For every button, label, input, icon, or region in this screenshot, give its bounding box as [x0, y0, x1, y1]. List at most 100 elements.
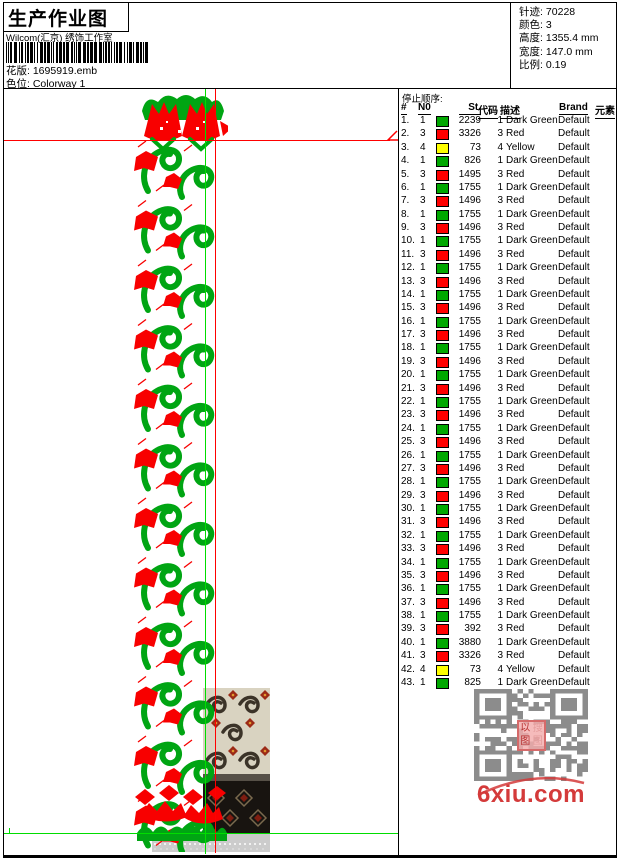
- cell-stitches: 1755: [458, 556, 481, 568]
- thread-color-swatch: [436, 142, 449, 154]
- cell-brand: Default: [558, 329, 590, 341]
- cell-number: 34.: [401, 556, 415, 568]
- cell-brand: Default: [558, 382, 590, 394]
- cell-needle: 1: [420, 422, 426, 434]
- stop-sequence-row: 12. 1 1755 1 Dark Green Default: [399, 262, 617, 275]
- cell-number: 27.: [401, 462, 415, 474]
- stop-sequence-row: 20. 1 1755 1 Dark Green Default: [399, 369, 617, 382]
- cell-stitches: 2239: [458, 115, 481, 126]
- cell-description: Dark Green: [506, 583, 558, 595]
- stitch-design-preview: [128, 95, 228, 852]
- cell-number: 35.: [401, 569, 415, 581]
- cell-number: 28.: [401, 476, 415, 488]
- thread-color-swatch: [436, 370, 449, 382]
- cell-stitches: 1496: [458, 248, 481, 260]
- stop-sequence-row: 26. 1 1755 1 Dark Green Default: [399, 450, 617, 463]
- cell-brand: Default: [558, 302, 590, 314]
- cell-stitches: 1755: [458, 342, 481, 354]
- thread-color-swatch: [436, 423, 449, 435]
- height-value: 1355.4 mm: [545, 32, 599, 45]
- cell-stitches: 1755: [458, 395, 481, 407]
- cell-number: 36.: [401, 583, 415, 595]
- thread-color-swatch: [436, 289, 449, 301]
- stop-sequence-row: 2. 3 3326 3 Red Default: [399, 128, 617, 141]
- cell-stitches: 1755: [458, 476, 481, 488]
- cell-stitches: 1755: [458, 449, 481, 461]
- cell-brand: Default: [558, 503, 590, 515]
- header-divider: [3, 88, 616, 89]
- cell-stitches: 1496: [458, 462, 481, 474]
- cell-description: Dark Green: [506, 610, 558, 622]
- stop-sequence-row: 39. 3 392 3 Red Default: [399, 623, 617, 636]
- cell-number: 32.: [401, 529, 415, 541]
- cell-number: 14.: [401, 288, 415, 300]
- cell-needle: 1: [420, 235, 426, 247]
- cell-code: 3: [497, 355, 503, 367]
- stitch-count-value: 70228: [545, 6, 576, 18]
- cell-needle: 3: [420, 382, 426, 394]
- cell-description: Red: [506, 409, 525, 421]
- cell-number: 26.: [401, 449, 415, 461]
- cell-stitches: 1496: [458, 409, 481, 421]
- cell-stitches: 1496: [458, 195, 481, 207]
- cell-stitches: 73: [469, 141, 481, 153]
- cell-number: 18.: [401, 342, 415, 354]
- cell-description: Yellow: [506, 663, 535, 675]
- cell-brand: Default: [558, 636, 590, 648]
- cell-code: 3: [497, 516, 503, 528]
- col-header-description: 描述: [500, 102, 520, 119]
- cell-code: 1: [497, 155, 503, 167]
- cell-number: 41.: [401, 650, 415, 662]
- thread-color-swatch: [436, 196, 449, 208]
- thread-color-swatch: [436, 584, 449, 596]
- stop-sequence-row: 16. 1 1755 1 Dark Green Default: [399, 316, 617, 329]
- site-logo: 6xiu.com: [476, 781, 586, 808]
- cell-stitches: 1755: [458, 181, 481, 193]
- design-top-flower-cluster: [142, 95, 228, 152]
- cell-number: 31.: [401, 516, 415, 528]
- stop-sequence-title: 停止顺序:: [402, 94, 443, 105]
- cell-needle: 1: [420, 315, 426, 327]
- barcode: [6, 42, 148, 63]
- stop-sequence-row: 40. 1 3880 1 Dark Green Default: [399, 637, 617, 650]
- cell-description: Red: [506, 195, 525, 207]
- thread-color-swatch: [436, 303, 449, 315]
- cell-stitches: 826: [464, 155, 481, 167]
- cell-code: 1: [497, 181, 503, 193]
- scale-value: 0.19: [545, 58, 567, 71]
- cell-number: 20.: [401, 369, 415, 381]
- height-row: 高度: 1355.4 mm: [519, 32, 598, 45]
- cell-brand: Default: [558, 476, 590, 488]
- cell-brand: Default: [558, 663, 590, 675]
- thread-color-swatch: [436, 356, 449, 368]
- cell-code: 3: [497, 436, 503, 448]
- thread-color-swatch: [436, 677, 449, 689]
- cell-number: 30.: [401, 503, 415, 515]
- qr-stamp: 以 搜 图 图: [517, 720, 546, 751]
- cell-needle: 3: [420, 596, 426, 608]
- width-value: 147.0 mm: [545, 45, 593, 58]
- table-vertical-divider: [398, 88, 399, 855]
- cell-brand: Default: [558, 128, 590, 140]
- cell-description: Red: [506, 489, 525, 501]
- cell-number: 7.: [401, 195, 410, 207]
- cell-brand: Default: [558, 529, 590, 541]
- cell-code: 1: [497, 676, 503, 688]
- color-count-label: 颜色:: [519, 19, 543, 32]
- cell-description: Dark Green: [506, 369, 558, 381]
- cell-code: 1: [497, 583, 503, 595]
- col-header-needle: N0: [418, 102, 431, 115]
- thread-color-swatch: [436, 276, 449, 288]
- cell-needle: 1: [420, 395, 426, 407]
- stamp-char: 以: [520, 722, 531, 734]
- cell-code: 1: [497, 476, 503, 488]
- stamp-char: 图: [520, 736, 531, 748]
- stop-sequence-row: 28. 1 1755 1 Dark Green Default: [399, 476, 617, 489]
- cell-description: Red: [506, 248, 525, 260]
- cell-description: Red: [506, 650, 525, 662]
- stop-sequence-row: 30. 1 1755 1 Dark Green Default: [399, 503, 617, 516]
- cell-stitches: 1755: [458, 262, 481, 274]
- col-header-number: #: [401, 102, 407, 115]
- cell-brand: Default: [558, 596, 590, 608]
- cell-number: 23.: [401, 409, 415, 421]
